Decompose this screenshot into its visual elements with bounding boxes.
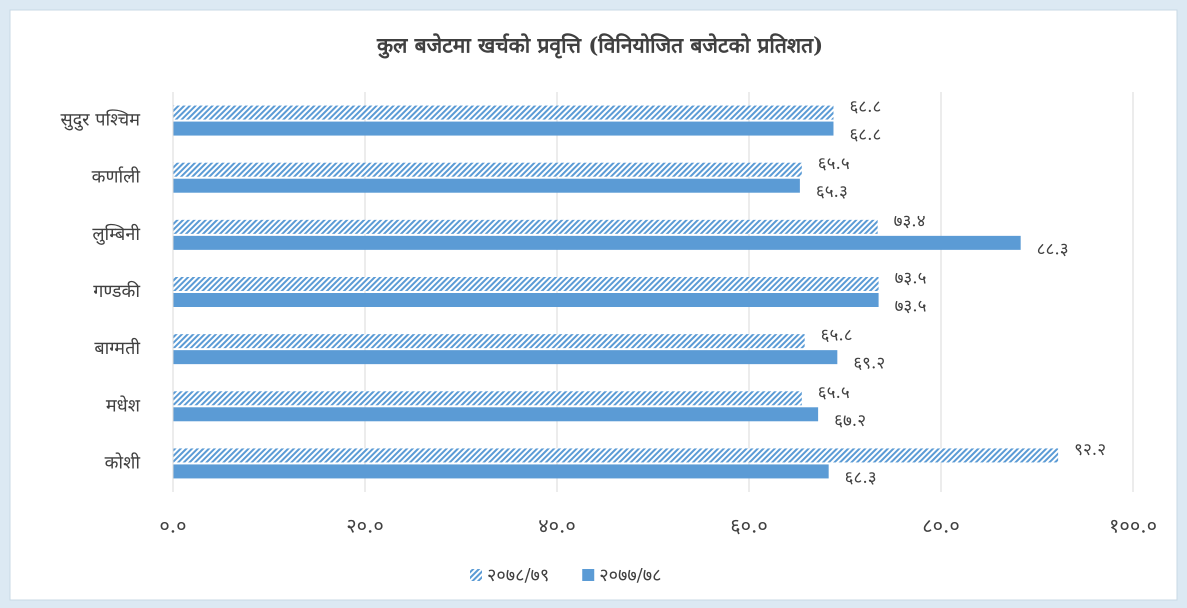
y-tick-label: बाग्मती: [94, 337, 140, 359]
bar: [173, 391, 802, 406]
x-tick-label: ६०.०: [730, 514, 768, 538]
y-tick-label: सुदुर पश्चिम: [60, 109, 141, 132]
legend-swatch: [470, 569, 482, 581]
data-label: ८८.३: [1037, 239, 1069, 259]
bar: [173, 293, 879, 307]
x-tick-label: १००.०: [1109, 514, 1157, 538]
data-label: ६८.८: [849, 125, 881, 145]
data-label: ६५.८: [821, 326, 853, 346]
bar: [173, 277, 879, 291]
bar: [173, 464, 829, 479]
x-tick-label: ४०.०: [538, 514, 576, 538]
chart-title: कुल बजेटमा खर्चको प्रवृत्ति (विनियोजित ब…: [376, 33, 823, 60]
data-label: ७३.४: [894, 211, 926, 231]
x-tick-label: ८०.०: [922, 514, 960, 538]
legend-label: २०७८/७९: [487, 565, 549, 586]
bar: [173, 334, 805, 349]
data-label: ७३.५: [895, 297, 927, 317]
data-label: ७३.५: [895, 269, 927, 289]
data-label: ६५.३: [816, 182, 848, 202]
bar: [173, 105, 834, 120]
data-label: ६८.८: [849, 97, 881, 117]
x-tick-label: ०.०: [159, 514, 186, 538]
data-label: ६७.२: [834, 411, 866, 431]
bar: [173, 407, 819, 422]
bar: [173, 162, 802, 177]
y-tick-label: कोशी: [105, 451, 141, 473]
x-tick-label: २०.०: [346, 514, 384, 538]
legend-swatch: [582, 569, 595, 581]
bar: [173, 219, 878, 234]
bar: [173, 350, 838, 365]
y-tick-label: लुम्बिनी: [92, 223, 140, 245]
data-label: ६५.५: [818, 383, 850, 403]
data-label: ६८.३: [845, 468, 877, 488]
bar: [173, 448, 1059, 463]
y-tick-label: गण्डकी: [93, 280, 140, 302]
data-label: ६५.५: [818, 154, 850, 174]
legend-label: २०७७/७८: [599, 565, 661, 586]
y-tick-label: कर्णाली: [92, 166, 141, 188]
bar: [173, 235, 1021, 250]
bar: [173, 121, 834, 136]
y-tick-label: मधेश: [106, 394, 141, 416]
bar: [173, 178, 800, 193]
data-label: ९२.२: [1074, 440, 1106, 460]
data-label: ६९.२: [853, 354, 885, 374]
